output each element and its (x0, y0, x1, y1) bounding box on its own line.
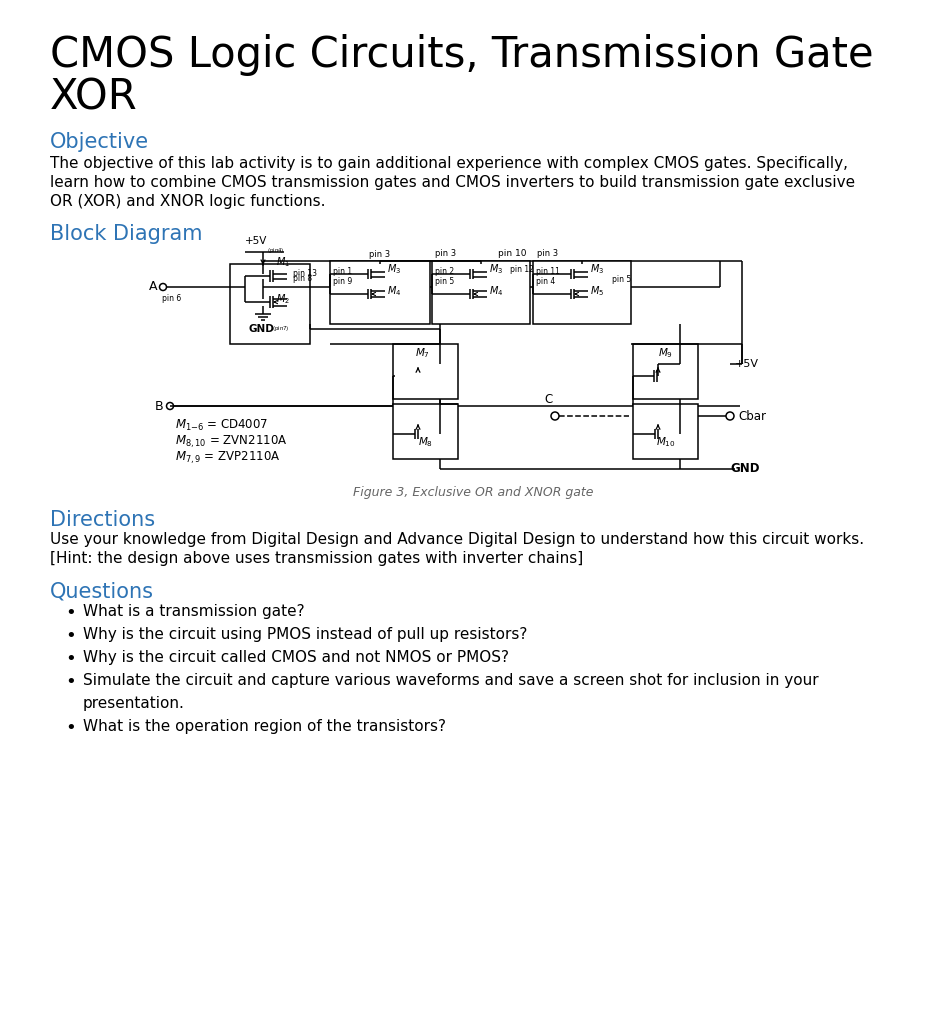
Bar (393, 344, 458, 399)
Text: •: • (65, 627, 76, 645)
Text: Questions: Questions (50, 581, 154, 601)
Text: $M_4$: $M_4$ (489, 284, 503, 298)
Text: learn how to combine CMOS transmission gates and CMOS inverters to build transmi: learn how to combine CMOS transmission g… (50, 175, 855, 190)
Bar (330, 261, 430, 324)
Text: pin 8: pin 8 (293, 274, 312, 283)
Text: pin 3: pin 3 (370, 250, 391, 259)
Text: Why is the circuit called CMOS and not NMOS or PMOS?: Why is the circuit called CMOS and not N… (83, 650, 509, 665)
Text: Cbar: Cbar (738, 410, 766, 423)
Text: $_{\mathregular{(pin7)}}$: $_{\mathregular{(pin7)}}$ (272, 324, 289, 334)
Text: pin 4: pin 4 (536, 278, 555, 287)
Text: $M_3$: $M_3$ (387, 262, 401, 275)
Text: Use your knowledge from Digital Design and Advance Digital Design to understand : Use your knowledge from Digital Design a… (50, 532, 864, 547)
Text: •: • (65, 673, 76, 691)
Text: The objective of this lab activity is to gain additional experience with complex: The objective of this lab activity is to… (50, 156, 848, 171)
Text: •: • (65, 650, 76, 668)
Text: +5V: +5V (245, 236, 268, 246)
Text: A: A (149, 281, 157, 294)
Text: pin 12: pin 12 (510, 264, 534, 273)
Bar (230, 264, 310, 344)
Text: B: B (154, 399, 163, 413)
Text: pin 3: pin 3 (435, 249, 456, 258)
Text: pin 5: pin 5 (435, 278, 454, 287)
Text: pin 9: pin 9 (333, 278, 352, 287)
Bar (633, 404, 698, 459)
Text: Block Diagram: Block Diagram (50, 224, 202, 244)
Text: $_{\mathregular{(pin4)}}$: $_{\mathregular{(pin4)}}$ (267, 246, 285, 256)
Text: +5V: +5V (735, 359, 759, 369)
Bar (633, 344, 698, 399)
Text: $M_{8,10}$ = ZVN2110A: $M_{8,10}$ = ZVN2110A (175, 434, 288, 451)
Text: $M_9$: $M_9$ (658, 346, 674, 360)
Text: •: • (65, 719, 76, 737)
Text: GND: GND (248, 324, 274, 334)
Text: What is the operation region of the transistors?: What is the operation region of the tran… (83, 719, 446, 734)
Text: C: C (544, 393, 552, 406)
Text: $M_1$: $M_1$ (276, 255, 290, 269)
Text: $M_3$: $M_3$ (489, 262, 503, 275)
Text: pin 1: pin 1 (333, 267, 352, 276)
Text: OR (XOR) and XNOR logic functions.: OR (XOR) and XNOR logic functions. (50, 194, 325, 209)
Text: pin 10: pin 10 (498, 249, 526, 258)
Text: Objective: Objective (50, 132, 149, 152)
Text: pin 6: pin 6 (163, 294, 182, 303)
Text: Figure 3, Exclusive OR and XNOR gate: Figure 3, Exclusive OR and XNOR gate (353, 486, 593, 499)
Text: XOR: XOR (50, 76, 138, 118)
Text: [Hint: the design above uses transmission gates with inverter chains]: [Hint: the design above uses transmissio… (50, 551, 584, 566)
Text: •: • (65, 604, 76, 622)
Text: GND: GND (730, 463, 760, 475)
Text: pin 2: pin 2 (435, 267, 454, 276)
Text: $M_3$: $M_3$ (590, 262, 604, 275)
Text: Directions: Directions (50, 510, 155, 530)
Text: pin 11: pin 11 (536, 267, 560, 276)
Text: CMOS Logic Circuits, Transmission Gate: CMOS Logic Circuits, Transmission Gate (50, 34, 873, 76)
Text: $M_{7,9}$ = ZVP2110A: $M_{7,9}$ = ZVP2110A (175, 450, 281, 466)
Text: pin 3: pin 3 (537, 249, 558, 258)
Bar (432, 261, 530, 324)
Text: Why is the circuit using PMOS instead of pull up resistors?: Why is the circuit using PMOS instead of… (83, 627, 527, 642)
Text: $M_5$: $M_5$ (590, 284, 604, 298)
Bar (533, 261, 631, 324)
Text: presentation.: presentation. (83, 696, 184, 711)
Text: $M_{10}$: $M_{10}$ (657, 435, 675, 449)
Text: pin 13: pin 13 (293, 269, 317, 279)
Text: $M_4$: $M_4$ (387, 284, 401, 298)
Text: What is a transmission gate?: What is a transmission gate? (83, 604, 305, 618)
Text: $M_8$: $M_8$ (418, 435, 433, 449)
Text: Simulate the circuit and capture various waveforms and save a screen shot for in: Simulate the circuit and capture various… (83, 673, 818, 688)
Bar (393, 404, 458, 459)
Text: $M_2$: $M_2$ (276, 292, 290, 306)
Text: pin 5: pin 5 (612, 274, 631, 284)
Text: $M_{1\mathregular{-}6}$ = CD4007: $M_{1\mathregular{-}6}$ = CD4007 (175, 418, 269, 433)
Text: $M_7$: $M_7$ (414, 346, 429, 360)
